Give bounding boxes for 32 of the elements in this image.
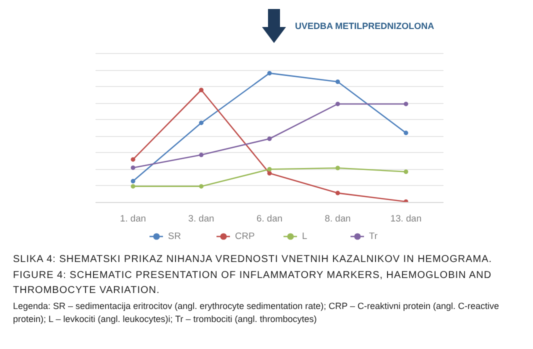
point <box>130 184 136 189</box>
point <box>335 79 340 84</box>
point <box>267 167 272 172</box>
x-tick-label: 3. dan <box>188 214 214 224</box>
point <box>335 190 340 196</box>
text: Legenda: SR – sedimentacija eritrocitov (angl. erythrocyte sedimentation rate); CRP – C-reaktivni protein (angl. C-reactive protein); L – levkociti (angl. leukocytes)i; Tr – trombociti (angl. thrombocytes) <box>13 300 500 326</box>
point <box>404 130 408 136</box>
point <box>267 171 272 176</box>
point <box>130 165 136 170</box>
text: FIGURE 4: SCHEMATIC PRESENTATION OF INFLAMMATORY MARKERS, HAEMOGLOBIN AND THROMBOCYTE VARIATION. <box>13 269 493 298</box>
point <box>130 157 136 162</box>
text: SLIKA 4: SHEMATSKI PRIKAZ NIHANJA VREDNOSTI VNETNIH KAZALNIKOV IN HEMOGRAMA. <box>13 253 494 267</box>
legend-label: L <box>302 231 308 241</box>
x-tick-label: 13. dan <box>390 214 422 224</box>
point <box>335 166 340 170</box>
point <box>404 102 408 106</box>
point <box>335 102 340 106</box>
x-tick-label: 1. dan <box>120 214 146 224</box>
x-tick-label: 6. dan <box>256 214 282 224</box>
x-tick-label: 8. dan <box>324 214 351 224</box>
point <box>267 136 272 141</box>
point <box>404 169 408 174</box>
point <box>267 70 272 76</box>
point <box>199 120 204 126</box>
text: UVEDBA METILPREDNIZOLONA <box>295 21 435 31</box>
legend-label: Tr <box>369 231 378 241</box>
point <box>199 152 204 158</box>
point <box>130 178 136 184</box>
legend-label: SR <box>168 231 182 241</box>
point <box>199 88 204 92</box>
point <box>199 184 204 189</box>
legend-label: CRP <box>235 231 255 241</box>
